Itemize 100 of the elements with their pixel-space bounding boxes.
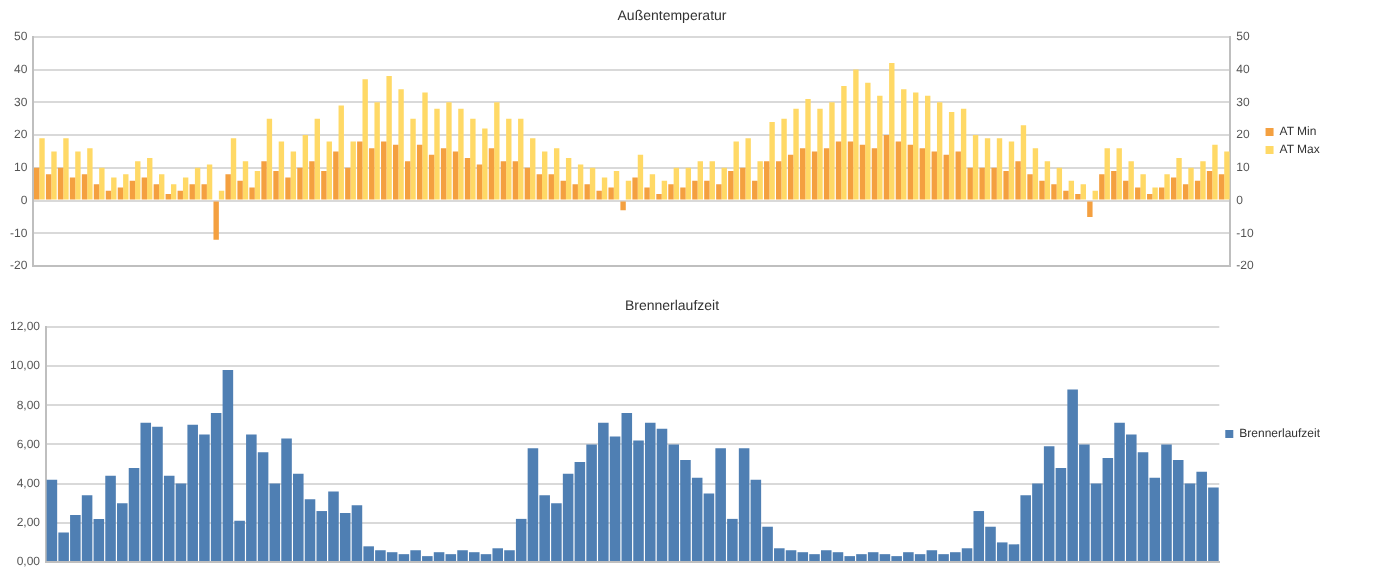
bar: [776, 161, 782, 200]
bar: [254, 171, 261, 200]
bar: [182, 177, 189, 200]
bar: [577, 164, 584, 200]
bar: [853, 69, 859, 200]
bar: [560, 180, 566, 200]
bar: [1194, 180, 1201, 200]
bar: [69, 177, 76, 200]
bar: [733, 141, 739, 200]
bar: [871, 148, 878, 200]
bar: [218, 190, 225, 200]
bar: [680, 187, 686, 200]
bar: [1111, 171, 1117, 200]
bar: [141, 177, 148, 200]
bar: [213, 201, 219, 240]
bar: [266, 118, 273, 200]
bar: [799, 148, 806, 200]
bar: [1104, 148, 1110, 200]
bar: [398, 89, 404, 200]
bar: [242, 161, 249, 200]
bar: [972, 135, 979, 200]
bar: [901, 89, 907, 200]
bar: [1135, 187, 1141, 200]
bar: [542, 151, 548, 200]
bar: [1212, 144, 1218, 200]
bar: [1015, 161, 1021, 200]
bar: [381, 141, 387, 200]
bar: [1170, 177, 1177, 200]
bar: [362, 79, 368, 200]
bar: [793, 108, 799, 200]
bar: [278, 141, 285, 200]
bar: [709, 161, 715, 200]
bar: [1200, 161, 1206, 200]
bar: [153, 184, 160, 200]
bar: [1206, 171, 1213, 200]
bar: [1044, 161, 1051, 200]
bar: [931, 151, 937, 200]
bar: [1003, 171, 1009, 200]
bar: [613, 171, 620, 200]
bar: [565, 157, 572, 200]
bar: [1116, 148, 1122, 200]
bar: [895, 141, 902, 200]
bar: [1080, 184, 1086, 200]
bar: [913, 92, 919, 200]
bar: [704, 180, 710, 200]
bar: [979, 167, 985, 200]
bar: [321, 171, 327, 200]
bar: [290, 151, 297, 200]
bar: [39, 138, 45, 200]
bar: [1075, 193, 1081, 200]
bar: [1152, 187, 1158, 200]
bar: [877, 95, 883, 200]
bar: [644, 187, 650, 200]
bar: [1068, 180, 1075, 200]
bar: [1164, 174, 1170, 200]
bar: [345, 167, 351, 200]
bar: [225, 174, 231, 200]
bar: [960, 108, 967, 200]
bar: [410, 118, 416, 200]
bar: [230, 138, 237, 200]
bar: [823, 148, 830, 200]
bar: [781, 118, 787, 200]
bar: [692, 180, 698, 200]
bar: [117, 187, 124, 200]
bar: [105, 190, 112, 200]
bar: [685, 167, 692, 200]
bar: [1032, 148, 1039, 200]
bar: [656, 193, 662, 200]
bar: [859, 144, 866, 200]
bar: [596, 190, 602, 200]
bar: [177, 190, 183, 200]
bar: [518, 118, 524, 200]
bar: [374, 102, 380, 200]
bar: [620, 201, 626, 211]
bar: [476, 164, 483, 200]
bar: [338, 105, 344, 200]
bar: [757, 161, 763, 200]
bar: [1039, 180, 1045, 200]
bar: [608, 187, 614, 200]
bar: [261, 161, 267, 200]
bar: [649, 174, 656, 200]
bar: [129, 180, 136, 200]
bar: [572, 184, 578, 200]
bar: [482, 128, 488, 200]
bar: [883, 135, 890, 200]
bar: [1051, 184, 1057, 200]
bar: [805, 99, 811, 200]
bar: [948, 112, 955, 200]
bar: [393, 144, 399, 200]
bar: [668, 184, 674, 200]
bar: [847, 141, 854, 200]
bar: [470, 118, 476, 200]
bar: [99, 167, 105, 200]
bar: [811, 151, 818, 200]
bar: [93, 184, 100, 200]
bar: [189, 184, 195, 200]
bar: [314, 118, 320, 200]
bar: [45, 174, 52, 200]
bar: [333, 151, 339, 200]
bar: [404, 161, 411, 200]
